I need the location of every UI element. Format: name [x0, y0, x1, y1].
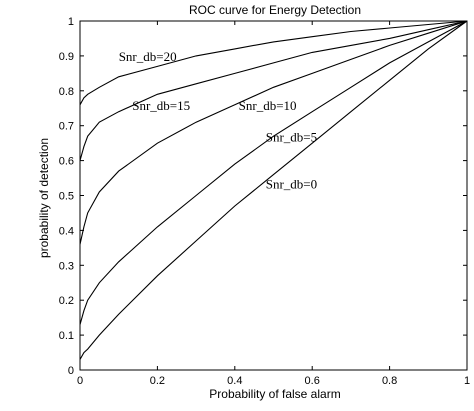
x-axis-title: Probability of false alarm: [209, 387, 340, 401]
curve-label-snr-db-5: Snr_db=5: [266, 129, 317, 144]
x-tick-label: 1: [464, 375, 470, 387]
series-line-snr-db-5: [79, 20, 468, 325]
y-tick-label: 0.3: [59, 260, 74, 272]
curve-label-snr-db-10: Snr_db=10: [239, 98, 297, 113]
y-tick-label: 0.5: [59, 191, 74, 203]
series-line-snr-db-15: [79, 20, 468, 161]
x-tick-label: 0.6: [305, 375, 320, 387]
series-line-snr-db-20: [79, 20, 468, 106]
x-tick-label: 0.4: [227, 375, 242, 387]
x-tick-label: 0: [77, 375, 83, 387]
y-tick-label: 0.2: [59, 295, 74, 307]
y-tick-label: 0.9: [59, 51, 74, 63]
y-tick-label: 0.6: [59, 156, 74, 168]
y-tick-label: 1: [68, 16, 74, 28]
x-tick-label: 0.2: [150, 375, 165, 387]
curve-label-snr-db-20: Snr_db=20: [119, 49, 177, 64]
y-tick-label: 0: [68, 365, 74, 377]
curve-label-snr-db-0: Snr_db=0: [266, 177, 317, 192]
y-tick-label: 0.7: [59, 121, 74, 133]
plot-area: 0 0.2 0.4 0.6 0.8 1 0 0.1 0.2 0.3 0.4 0.5 0.6 0.7 0.8 0…: [59, 16, 470, 387]
plot-frame: [79, 20, 468, 371]
y-axis-title: probability of detection: [37, 138, 51, 258]
y-tick-label: 0.4: [59, 225, 74, 237]
x-tick-label: 0.8: [382, 375, 397, 387]
series-line-snr-db-10: [79, 20, 468, 245]
curve-label-snr-db-15: Snr_db=15: [132, 98, 190, 113]
series-line-snr-db-0: [79, 20, 468, 360]
y-tick-label: 0.1: [59, 330, 74, 342]
y-tick-label: 0.8: [59, 86, 74, 98]
chart-title: ROC curve for Energy Detection: [189, 3, 361, 17]
